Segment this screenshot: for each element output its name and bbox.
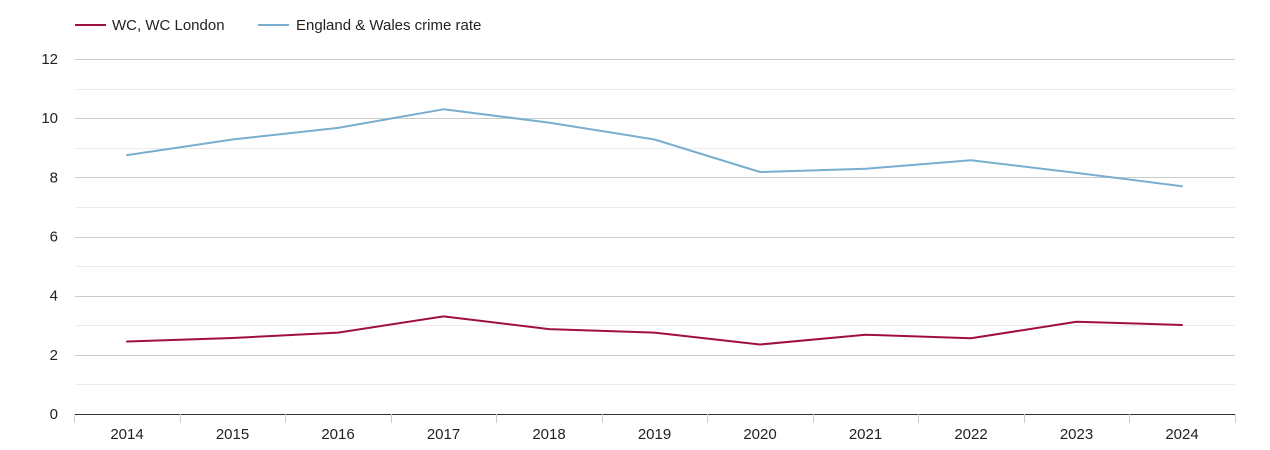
y-tick-label: 2 [50, 347, 58, 364]
x-tick-label: 2016 [321, 426, 354, 443]
y-tick-label: 12 [41, 51, 58, 68]
x-tick-label: 2014 [110, 426, 143, 443]
y-axis: 0 2 4 6 8 10 12 [41, 51, 58, 423]
x-tick-label: 2023 [1060, 426, 1093, 443]
x-tick-label: 2015 [216, 426, 249, 443]
series-line-england-wales [126, 108, 1183, 188]
y-tick-label: 10 [41, 110, 58, 127]
legend: WC, WC London England & Wales crime rate [75, 17, 481, 34]
x-tick-label: 2024 [1165, 426, 1198, 443]
x-tick-label: 2018 [532, 426, 565, 443]
y-tick-label: 8 [50, 169, 58, 186]
series-line-wc-london [126, 315, 1183, 346]
x-axis: 2014 2015 2016 2017 2018 2019 2020 2021 2022 2023… [74, 414, 1236, 443]
y-tick-label: 4 [50, 288, 58, 305]
legend-label-wc-london: WC, WC London [112, 17, 225, 34]
x-tick-label: 2022 [954, 426, 987, 443]
y-tick-label: 0 [50, 406, 58, 423]
series-group [126, 108, 1183, 346]
x-tick-label: 2020 [743, 426, 776, 443]
legend-label-england-wales: England & Wales crime rate [296, 17, 481, 34]
legend-item-wc-london[interactable]: WC, WC London [75, 17, 225, 34]
gridlines [75, 59, 1235, 385]
x-tick-label: 2021 [849, 426, 882, 443]
y-tick-label: 6 [50, 229, 58, 246]
legend-item-england-wales[interactable]: England & Wales crime rate [258, 17, 481, 34]
x-tick-label: 2019 [638, 426, 671, 443]
x-tick-label: 2017 [427, 426, 460, 443]
